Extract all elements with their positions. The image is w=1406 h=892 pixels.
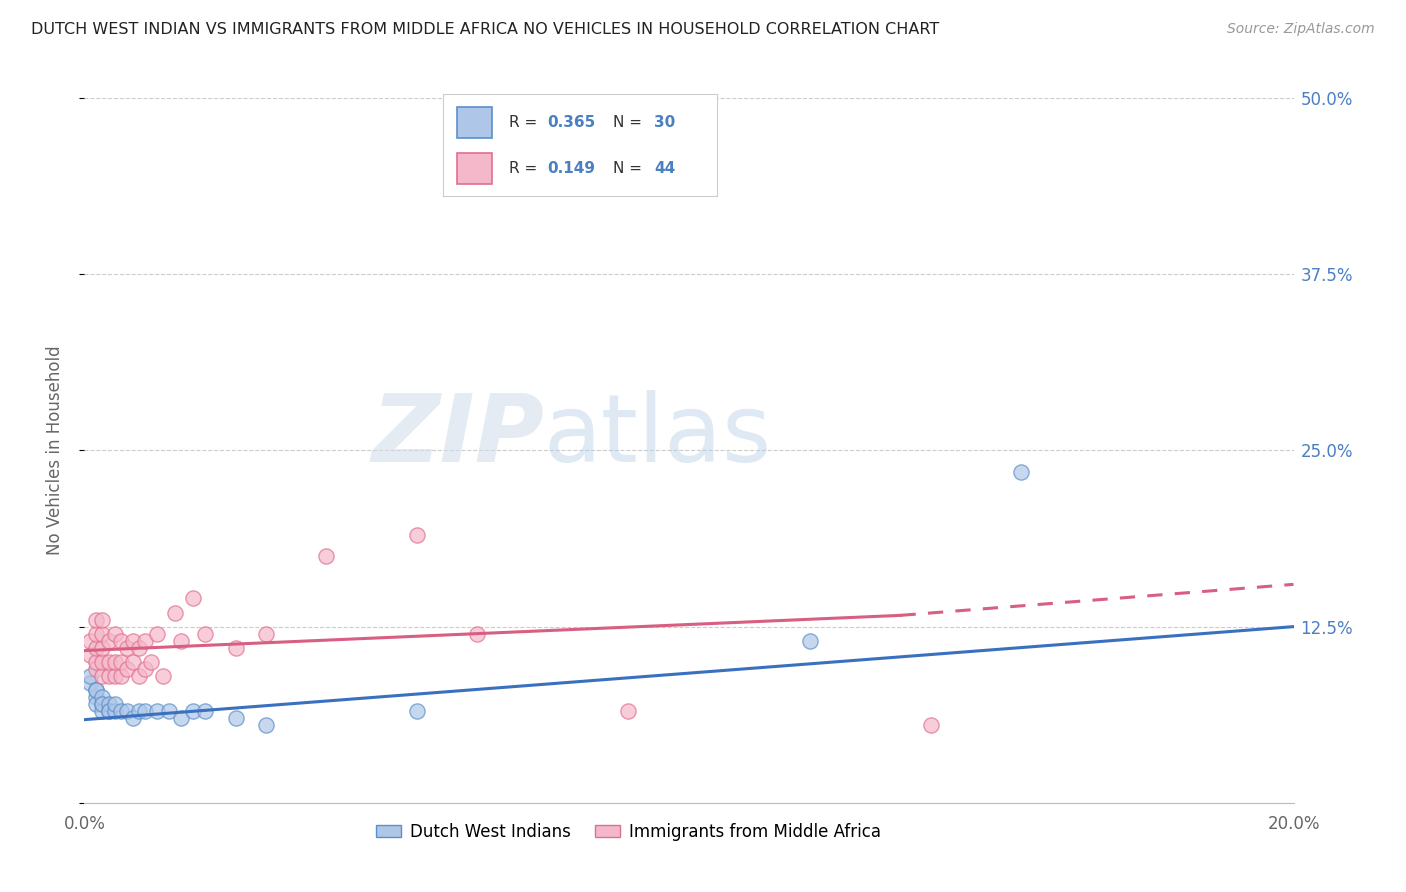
Point xyxy=(152,669,174,683)
Point xyxy=(406,528,429,542)
Point xyxy=(254,718,277,732)
Point xyxy=(97,704,120,718)
Point xyxy=(406,704,429,718)
Text: 30: 30 xyxy=(654,115,675,130)
Point xyxy=(146,704,169,718)
Point xyxy=(121,711,143,725)
Point xyxy=(146,626,169,640)
Point xyxy=(104,655,127,669)
Point xyxy=(194,704,217,718)
Point xyxy=(134,633,156,648)
Legend: Dutch West Indians, Immigrants from Middle Africa: Dutch West Indians, Immigrants from Midd… xyxy=(370,816,887,847)
Point xyxy=(121,655,143,669)
Point xyxy=(86,690,108,705)
Point xyxy=(79,633,101,648)
Text: 0.365: 0.365 xyxy=(547,115,595,130)
Point xyxy=(104,704,127,718)
Point xyxy=(104,669,127,683)
Point xyxy=(139,655,162,669)
Point xyxy=(128,704,150,718)
Point xyxy=(104,697,127,711)
Point xyxy=(97,704,120,718)
Point xyxy=(115,704,138,718)
Point xyxy=(91,613,114,627)
Point xyxy=(91,626,114,640)
Point xyxy=(91,697,114,711)
Point xyxy=(170,633,193,648)
Point xyxy=(115,640,138,655)
Point xyxy=(86,683,108,698)
Text: DUTCH WEST INDIAN VS IMMIGRANTS FROM MIDDLE AFRICA NO VEHICLES IN HOUSEHOLD CORR: DUTCH WEST INDIAN VS IMMIGRANTS FROM MID… xyxy=(31,22,939,37)
Text: N =: N = xyxy=(613,161,647,176)
Point xyxy=(165,606,187,620)
Point xyxy=(157,704,180,718)
Point xyxy=(225,640,247,655)
Point xyxy=(170,711,193,725)
Point xyxy=(110,633,132,648)
Point xyxy=(799,633,821,648)
Text: N =: N = xyxy=(613,115,647,130)
Point xyxy=(79,648,101,662)
Point xyxy=(97,697,120,711)
Point xyxy=(134,662,156,676)
Text: R =: R = xyxy=(509,161,541,176)
Text: 44: 44 xyxy=(654,161,675,176)
Point xyxy=(86,626,108,640)
FancyBboxPatch shape xyxy=(457,153,492,184)
Point xyxy=(115,662,138,676)
Point xyxy=(254,626,277,640)
Point xyxy=(86,655,108,669)
Point xyxy=(86,697,108,711)
Y-axis label: No Vehicles in Household: No Vehicles in Household xyxy=(45,345,63,556)
FancyBboxPatch shape xyxy=(457,107,492,137)
Point xyxy=(110,704,132,718)
Point xyxy=(91,697,114,711)
Text: 0.149: 0.149 xyxy=(547,161,595,176)
Point xyxy=(1011,465,1033,479)
Point xyxy=(86,662,108,676)
Point xyxy=(91,690,114,705)
Point xyxy=(128,669,150,683)
Point xyxy=(79,669,101,683)
Text: R =: R = xyxy=(509,115,541,130)
Point xyxy=(121,633,143,648)
Point xyxy=(91,640,114,655)
Point xyxy=(86,683,108,698)
Point xyxy=(104,626,127,640)
Point xyxy=(91,669,114,683)
Point xyxy=(194,626,217,640)
Text: Source: ZipAtlas.com: Source: ZipAtlas.com xyxy=(1227,22,1375,37)
Point xyxy=(110,655,132,669)
Text: ZIP: ZIP xyxy=(371,391,544,483)
Point xyxy=(86,640,108,655)
Point xyxy=(91,655,114,669)
Point xyxy=(467,626,489,640)
Point xyxy=(86,613,108,627)
Point xyxy=(134,704,156,718)
Point xyxy=(617,704,640,718)
Point xyxy=(920,718,942,732)
Text: atlas: atlas xyxy=(544,391,772,483)
Point xyxy=(91,704,114,718)
Point xyxy=(110,669,132,683)
Point xyxy=(97,669,120,683)
Point xyxy=(97,633,120,648)
Point xyxy=(128,640,150,655)
Point xyxy=(315,549,337,564)
Point xyxy=(678,120,700,134)
Point xyxy=(181,591,204,606)
Point xyxy=(225,711,247,725)
Point xyxy=(181,704,204,718)
Point xyxy=(79,676,101,690)
Point xyxy=(97,655,120,669)
